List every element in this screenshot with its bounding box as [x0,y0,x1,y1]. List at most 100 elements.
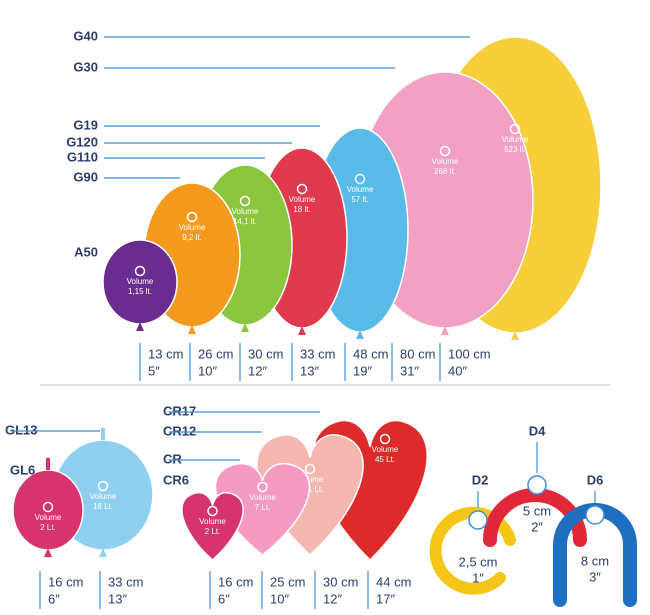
volume-value: 9,2 lt. [182,233,202,242]
model-label: G19 [73,117,98,132]
model-label: G90 [73,169,98,184]
volume-title: Volume [372,445,399,454]
volume-title: Volume [297,475,324,484]
model-label: G110 [67,149,98,164]
heart-balloon [181,491,244,562]
balloon-knot [356,330,364,339]
balloon-knot [188,325,196,334]
size-cm: 25 cm [270,574,305,589]
model-label: CR [163,451,182,466]
volume-icon [186,211,198,223]
size-inch: 12″ [323,591,342,606]
volume-icon [354,173,366,185]
model-label: D4 [529,423,546,438]
size-cm: 16 cm [48,574,83,589]
model-label: D2 [472,472,489,487]
diameter-icon [468,510,488,530]
volume-title: Volume [179,223,206,232]
size-cm: 16 cm [218,574,253,589]
size-inch: 6″ [48,591,60,606]
volume-icon [296,183,308,195]
size-cm: 48 cm [353,346,388,361]
volume-icon [509,123,521,135]
size-inch: 40″ [448,363,467,378]
size-cm: 26 cm [198,346,233,361]
size-inch: 2″ [531,519,543,534]
volume-value: 57 lt. [351,195,368,204]
size-cm: 13 cm [148,346,183,361]
model-label: A50 [74,244,98,259]
model-label: G120 [66,134,98,149]
volume-icon [134,265,146,277]
balloon-knot [511,331,519,340]
volume-icon [239,195,251,207]
model-label: G40 [73,28,98,43]
balloon-knot [298,326,306,335]
volume-icon [379,433,391,445]
balloon-knot [136,322,144,331]
heart-balloon [214,462,311,556]
size-inch: 19″ [353,363,372,378]
balloon-knot [441,326,449,335]
volume-title: Volume [90,492,117,501]
volume-title: Volume [199,517,226,526]
size-cm: 44 cm [376,574,411,589]
size-inch: 31″ [400,363,419,378]
size-cm: 100 cm [448,346,491,361]
volume-title: Volume [432,157,459,166]
size-inch: 6″ [218,591,230,606]
size-inch: 10″ [198,363,217,378]
model-label: CR12 [163,423,196,438]
volume-icon [97,480,109,492]
size-cm: 5 cm [523,503,551,518]
size-inch: 17″ [376,591,395,606]
size-cm: 8 cm [581,553,609,568]
size-inch: 1″ [472,570,484,585]
volume-title: Volume [289,195,316,204]
volume-icon [42,501,54,513]
volume-value: 1,15 lt. [128,287,152,296]
diameter-icon [527,475,547,495]
size-inch: 12″ [248,363,267,378]
volume-icon [257,481,268,493]
volume-title: Volume [127,277,154,286]
volume-title: Volume [347,185,374,194]
volume-title: Volume [502,135,529,144]
volume-title: Volume [249,493,276,502]
size-cm: 30 cm [248,346,283,361]
volume-value: 2 Lt. [205,527,221,536]
volume-value: 2 Lt. [40,523,56,532]
size-cm: 2,5 cm [458,554,497,569]
volume-value: 45 Lt. [375,455,395,464]
model-label: CR6 [163,472,189,487]
model-label: CR17 [163,403,196,418]
volume-value: 268 lt. [434,167,456,176]
volume-value: 14,1 lt. [233,217,257,226]
model-label: D6 [587,472,604,487]
balloon-knot [241,323,249,332]
size-cm: 33 cm [108,574,143,589]
size-cm: 80 cm [400,346,435,361]
volume-icon [207,505,218,517]
model-label: G30 [73,59,98,74]
size-cm: 33 cm [300,346,335,361]
volume-title: Volume [232,207,259,216]
size-inch: 10″ [270,591,289,606]
volume-value: 18 Lt. [93,502,113,511]
diameter-icon [585,505,605,525]
size-inch: 13″ [108,591,127,606]
size-cm: 30 cm [323,574,358,589]
balloon-knot [99,548,107,557]
balloon [12,469,84,551]
size-inch: 5″ [148,363,160,378]
volume-icon [439,145,451,157]
size-inch: 3″ [589,569,601,584]
volume-icon [304,463,316,475]
volume-value: 18 lt. [293,205,310,214]
volume-value: 7 Lt. [255,503,271,512]
size-inch: 13″ [300,363,319,378]
model-label: GL13 [5,422,38,437]
volume-title: Volume [35,513,62,522]
